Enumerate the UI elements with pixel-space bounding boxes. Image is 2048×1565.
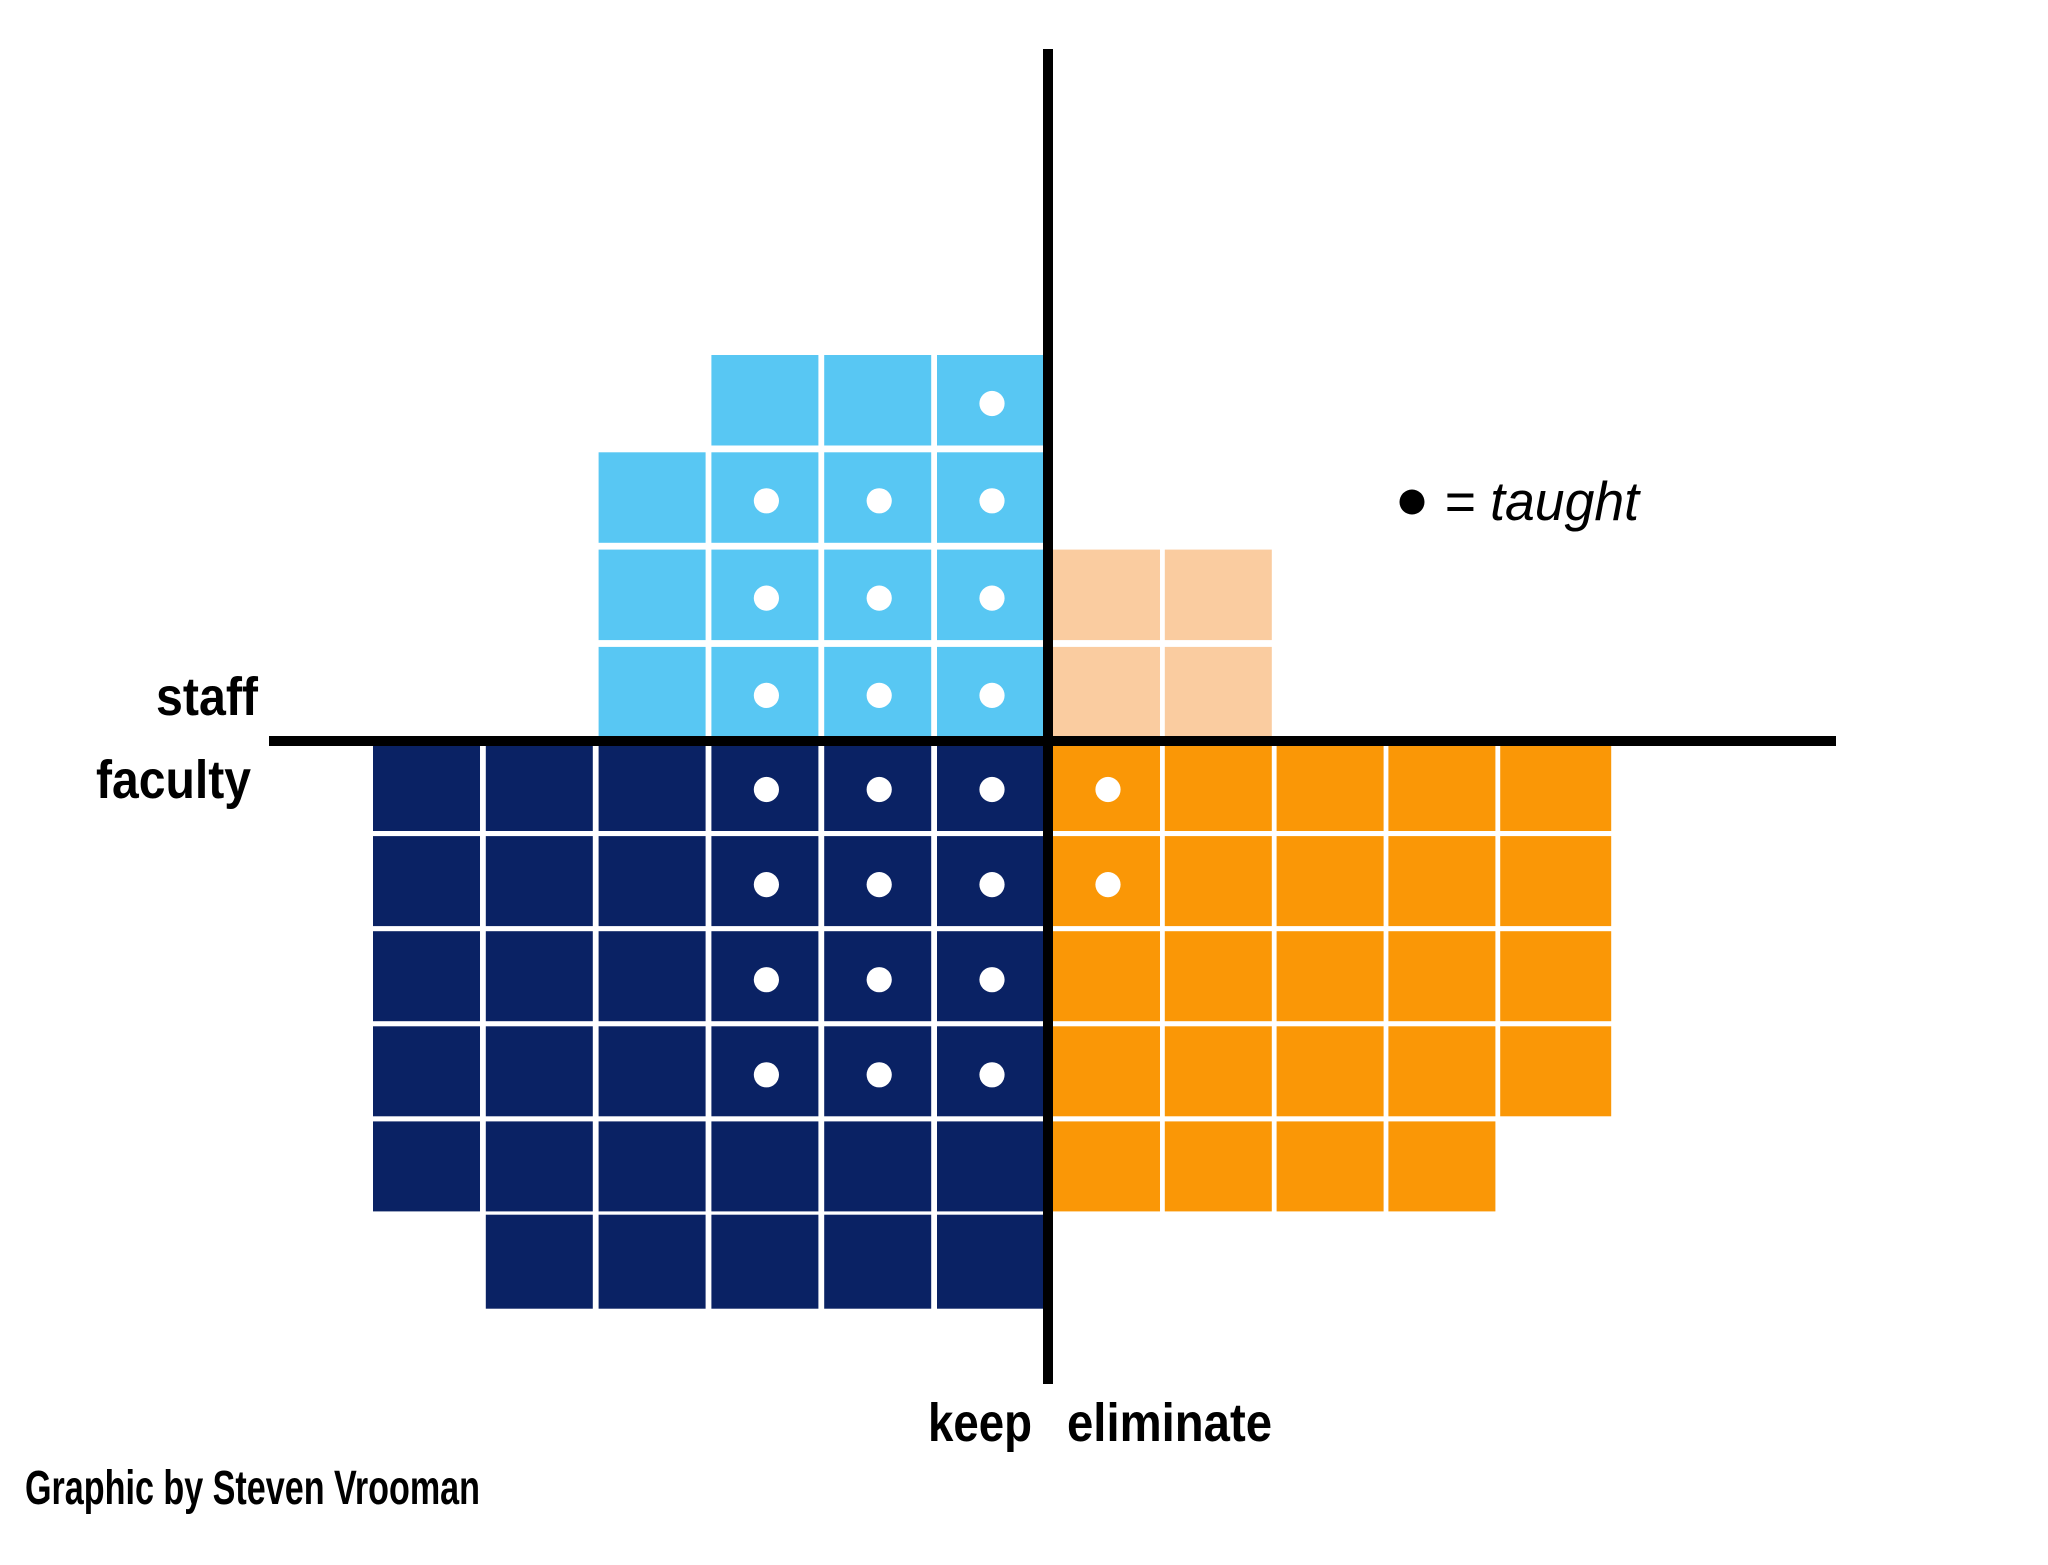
svg-text:= taught: = taught — [1444, 470, 1642, 532]
svg-text:staff: staff — [156, 667, 259, 727]
svg-text:Graphic by Steven Vrooman: Graphic by Steven Vrooman — [25, 1462, 480, 1515]
svg-text:faculty: faculty — [96, 750, 251, 810]
svg-text:eliminate: eliminate — [1067, 1393, 1272, 1453]
svg-text:keep: keep — [928, 1393, 1032, 1453]
